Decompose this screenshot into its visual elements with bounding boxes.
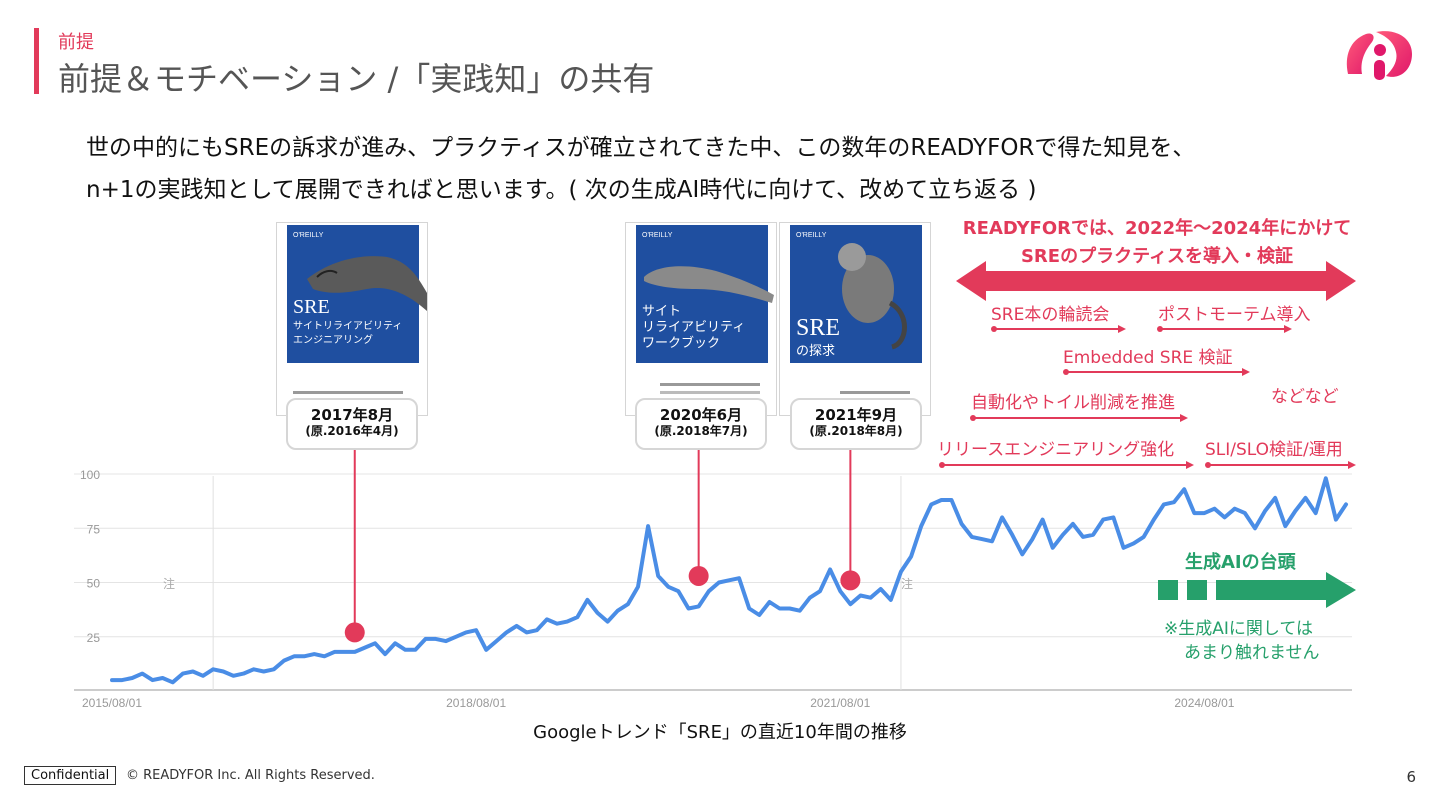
copyright: © READYFOR Inc. All Rights Reserved. <box>126 768 375 783</box>
arrow-reading-head <box>1118 325 1126 333</box>
book-title-1: SRE <box>293 296 330 318</box>
page-title: 前提＆モチベーション /「実践知」の共有 <box>58 60 655 98</box>
genai-arrow-dash <box>1187 580 1207 600</box>
book-publisher: O'REILLY <box>293 232 324 239</box>
arrow-slo-head <box>1348 461 1356 469</box>
chart-caption: Googleトレンド「SRE」の直近10年間の推移 <box>533 722 907 743</box>
book-title-1: SRE <box>796 315 840 341</box>
section-label: 前提 <box>58 32 94 53</box>
annotation-embedded-sre: Embedded SRE 検証 <box>1063 348 1233 368</box>
y-tick-label: 50 <box>87 577 101 591</box>
genai-title: 生成AIの台頭 <box>1185 552 1296 573</box>
chart-series <box>110 476 1348 685</box>
book-publisher: O'REILLY <box>796 232 827 239</box>
series-line <box>110 476 1348 685</box>
book-original-date: (原.2018年8月) <box>809 424 903 438</box>
chart-ticks: 25 50 75 100 2015/08/01 2018/08/01 2021/08/01 2… <box>80 468 1235 710</box>
book-date: 2017年8月 <box>310 406 394 424</box>
intro-line-1: 世の中的にもSREの訴求が進み、プラクティスが確立されてきた中、この数年のREA… <box>86 135 1196 161</box>
annotation-postmortem: ポストモーテム導入 <box>1158 305 1311 325</box>
book-title-3: エンジニアリング <box>293 333 373 346</box>
genai-arrow <box>1216 572 1356 608</box>
annotation-reading-group: SRE本の輪読会 <box>991 305 1110 325</box>
book-date: 2021年9月 <box>814 406 898 424</box>
page-number: 6 <box>1406 768 1416 786</box>
y-tick-label: 75 <box>87 522 101 536</box>
book-cover-sre: O'REILLY SRE サイトリライアビリティ エンジニアリング <box>276 222 428 416</box>
marker-point <box>344 622 365 643</box>
period-double-arrow <box>956 261 1356 301</box>
y-tick-label: 25 <box>87 631 101 645</box>
book-cover-workbook: O'REILLY サイト リライアビリティ ワークブック <box>625 222 777 416</box>
annotation-release-eng: リリースエンジニアリング強化 <box>937 440 1175 460</box>
chart-note-marker: 注 <box>901 577 914 591</box>
book-cover-seeking-sre: O'REILLY SRE の探求 <box>779 222 931 416</box>
arrow-release-head <box>1186 461 1194 469</box>
readyfor-logo-icon <box>1346 31 1412 80</box>
chart-note-marker: 注 <box>163 577 176 591</box>
book-original-date: (原.2018年7月) <box>654 424 748 438</box>
annotation-headline-1: READYFORでは、2022年〜2024年にかけて <box>962 218 1352 239</box>
arrow-automation-head <box>1180 414 1188 422</box>
book-title-3: ワークブック <box>642 335 720 351</box>
date-box-sre: 2017年8月 (原.2016年4月) <box>286 398 418 450</box>
x-tick-label: 2024/08/01 <box>1174 696 1234 710</box>
x-tick-label: 2021/08/01 <box>810 696 870 710</box>
intro-line-2: n+1の実践知として展開できればと思います。( 次の生成AI時代に向けて、改めて… <box>86 177 1037 203</box>
book-date: 2020年6月 <box>659 406 743 424</box>
arrow-postmortem-head <box>1284 325 1292 333</box>
book-title-2: リライアビリティ <box>642 320 745 335</box>
x-tick-label: 2015/08/01 <box>82 696 142 710</box>
book-original-date: (原.2016年4月) <box>305 424 399 438</box>
annotation-etc: などなど <box>1271 387 1339 407</box>
annotation-automation: 自動化やトイル削減を推進 <box>971 393 1175 413</box>
y-tick-label: 100 <box>80 468 100 482</box>
genai-note-2: あまり触れません <box>1184 643 1320 663</box>
marker-point <box>840 570 861 591</box>
annotation-sli-slo: SLI/SLO検証/運用 <box>1205 440 1343 460</box>
annotation-headline-2: SREのプラクティスを導入・検証 <box>1020 246 1294 267</box>
book-title-2: サイトリライアビリティ <box>293 320 402 332</box>
genai-note-1: ※生成AIに関しては <box>1164 619 1314 639</box>
book-title-1: サイト <box>642 304 681 319</box>
annotation-arrows <box>939 261 1356 608</box>
date-box-seeking-sre: 2021年9月 (原.2018年8月) <box>790 398 922 450</box>
marker-point <box>688 565 709 586</box>
arrow-embedded-head <box>1242 368 1250 376</box>
genai-arrow-dash <box>1158 580 1178 600</box>
chart-markers <box>344 450 861 643</box>
accent-bar <box>34 28 39 94</box>
confidential-label: Confidential <box>24 766 117 785</box>
book-title-2: の探求 <box>796 344 835 359</box>
x-tick-label: 2018/08/01 <box>446 696 506 710</box>
date-box-workbook: 2020年6月 (原.2018年7月) <box>635 398 767 450</box>
chart-grid <box>74 473 1352 691</box>
book-publisher: O'REILLY <box>642 232 673 239</box>
